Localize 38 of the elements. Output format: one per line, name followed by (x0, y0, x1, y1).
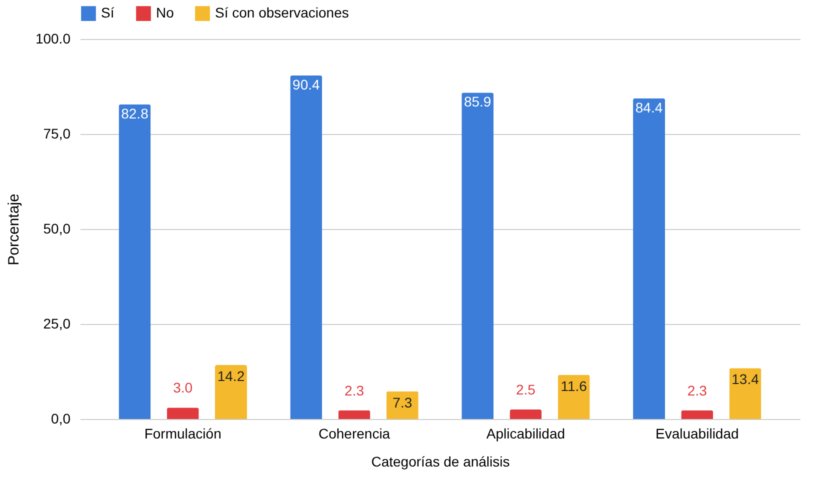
x-tick-label: Aplicabilidad (486, 426, 566, 442)
data-label: 2.3 (344, 382, 364, 398)
data-label: 13.4 (732, 371, 760, 388)
bar (681, 410, 714, 419)
bar (462, 92, 494, 419)
data-label: 90.4 (292, 76, 320, 92)
x-tick-label: Coherencia (318, 426, 390, 442)
data-label: 3.0 (173, 380, 193, 396)
y-tick-label: 0,0 (51, 410, 71, 426)
data-label: 11.6 (560, 378, 588, 394)
legend-label: No (156, 4, 174, 21)
data-label: 84.4 (635, 99, 663, 116)
x-tick-label: Formulación (144, 426, 222, 442)
y-tick-label: 50,0 (43, 220, 71, 236)
data-label: 85.9 (464, 94, 492, 110)
bar (729, 368, 762, 419)
bar (510, 410, 542, 419)
data-label: 14.2 (217, 368, 245, 384)
data-label: 2.5 (516, 382, 536, 398)
bar (633, 98, 666, 419)
data-label: 82.8 (121, 105, 149, 122)
bar (386, 391, 418, 419)
y-tick-label: 75,0 (43, 126, 71, 142)
bar (166, 408, 199, 419)
data-label: 7.3 (392, 394, 412, 410)
y-tick-label: 25,0 (43, 316, 71, 332)
legend-label: Sí con observaciones (215, 4, 349, 21)
x-axis-title: Categorías de análisis (371, 454, 510, 470)
y-tick-label: 100.0 (35, 30, 71, 46)
bar (118, 104, 151, 419)
data-label: 2.3 (687, 382, 708, 398)
bar (290, 75, 322, 419)
x-tick-label: Evaluabilidad (655, 426, 739, 442)
legend-label: Sí (101, 4, 114, 21)
bar (558, 374, 590, 419)
bar (338, 410, 370, 419)
bar (214, 365, 247, 419)
y-axis-title: Porcentaje (5, 194, 22, 266)
